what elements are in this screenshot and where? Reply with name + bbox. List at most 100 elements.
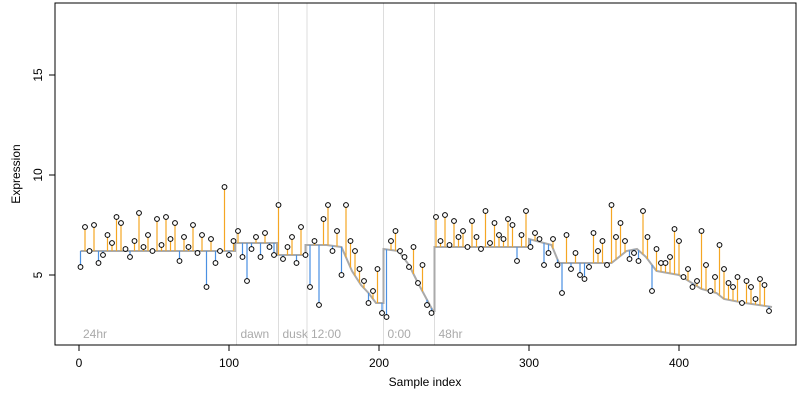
data-point-31 [217,248,223,254]
data-point-27 [199,232,205,238]
data-point-78 [428,310,435,316]
data-point-58 [338,272,345,278]
data-point-119 [613,234,619,240]
x-tick-label-4: 400 [669,356,689,370]
data-point-123 [631,250,637,256]
data-point-66 [374,266,381,272]
data-point-34 [230,238,237,244]
data-point-95 [505,216,511,222]
data-point-86 [464,244,471,250]
data-point-53 [316,302,322,308]
data-point-118 [608,202,615,208]
y-tick-label-1: 10 [31,168,45,182]
data-point-30 [212,260,219,266]
data-point-68 [383,314,390,320]
data-point-33 [226,252,232,258]
data-point-15 [145,232,151,238]
baseline-series [80,237,773,312]
data-point-37 [244,278,250,284]
data-point-146 [734,274,741,280]
data-point-99 [523,208,529,214]
data-point-57 [334,228,340,234]
data-point-5 [100,252,106,258]
data-point-45 [280,256,286,262]
data-point-55 [325,202,331,208]
data-point-79 [433,214,439,220]
data-point-38 [248,246,255,252]
data-point-117 [604,262,610,268]
data-point-84 [455,234,462,240]
data-point-77 [424,302,430,308]
data-point-12 [131,238,138,244]
data-point-76 [419,262,426,268]
data-point-106 [554,262,561,268]
data-point-42 [266,244,273,250]
data-point-94 [500,236,507,242]
data-point-105 [550,236,556,242]
data-point-109 [568,266,574,272]
data-point-39 [253,234,259,240]
data-point-108 [563,232,570,238]
data-point-110 [572,250,579,256]
data-point-133 [676,238,682,244]
annotation-label-0: 24hr [83,327,107,341]
data-point-153 [766,308,772,314]
annotation-label-3: 12:00 [311,327,341,341]
data-point-16 [149,248,156,254]
data-point-96 [509,222,516,228]
data-point-36 [239,254,246,260]
data-point-122 [626,256,633,262]
data-point-10 [122,246,129,252]
data-point-6 [104,232,111,238]
data-point-11 [127,254,133,260]
data-point-65 [370,288,376,294]
data-point-23 [181,234,187,240]
data-point-18 [158,242,165,248]
data-point-14 [140,244,147,250]
data-point-116 [599,238,606,244]
data-point-98 [518,232,525,238]
annotation-label-4: 0:00 [388,327,412,341]
data-point-92 [491,220,498,226]
data-point-52 [311,238,318,244]
data-point-113 [586,264,592,270]
data-point-126 [644,234,651,240]
data-point-144 [725,280,732,286]
data-points [77,184,772,320]
data-point-101 [532,230,538,236]
x-tick-label-1: 100 [219,356,239,370]
data-point-104 [545,250,552,256]
data-point-74 [410,244,417,250]
data-point-102 [536,236,543,242]
data-point-80 [437,238,444,244]
data-point-24 [185,244,192,250]
y-tick-label-0: 5 [31,271,45,278]
data-point-48 [293,260,300,266]
data-point-90 [482,208,489,214]
data-point-7 [109,240,115,246]
data-point-151 [757,276,763,282]
data-point-46 [284,244,291,250]
data-point-60 [347,238,354,244]
data-point-50 [302,252,309,258]
data-point-44 [275,202,282,208]
data-point-145 [730,284,736,290]
y-axis-label: Expression [9,144,23,203]
data-point-83 [451,218,457,224]
data-point-26 [194,250,201,256]
data-point-63 [361,278,367,284]
data-point-69 [388,238,394,244]
data-point-28 [203,284,210,290]
data-point-51 [307,284,313,290]
data-point-134 [680,274,687,280]
data-point-49 [298,224,304,230]
data-point-64 [365,300,372,306]
data-point-115 [595,248,601,254]
data-point-20 [167,236,174,242]
data-point-19 [163,214,169,220]
data-point-148 [743,278,750,284]
data-point-147 [739,300,745,306]
annotation-label-5: 48hr [439,327,463,341]
data-point-93 [496,232,502,238]
